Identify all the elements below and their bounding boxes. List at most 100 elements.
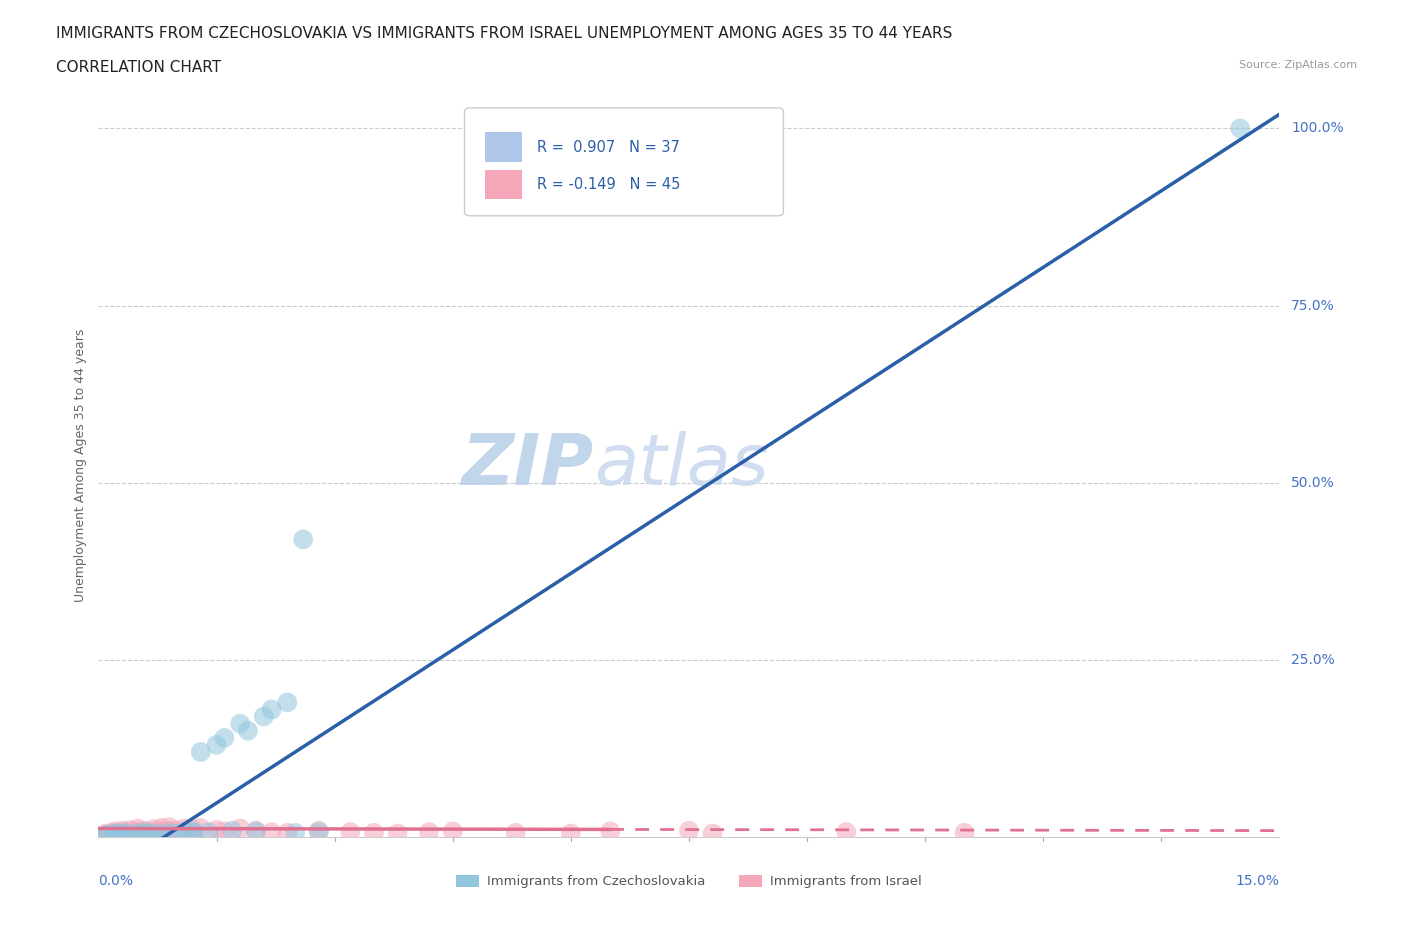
Point — [181, 825, 204, 840]
Point — [284, 825, 307, 840]
Legend: Immigrants from Czechoslovakia, Immigrants from Israel: Immigrants from Czechoslovakia, Immigran… — [450, 870, 928, 894]
Point — [103, 828, 125, 843]
Text: ZIP: ZIP — [463, 431, 595, 499]
Point — [142, 828, 165, 843]
Point — [135, 827, 157, 842]
Text: R = -0.149   N = 45: R = -0.149 N = 45 — [537, 177, 681, 192]
Point — [308, 823, 330, 838]
Point — [205, 822, 228, 837]
FancyBboxPatch shape — [464, 108, 783, 216]
Text: atlas: atlas — [595, 431, 769, 499]
Point — [292, 532, 315, 547]
Point — [127, 821, 149, 836]
Point — [339, 825, 361, 840]
Point — [363, 825, 385, 840]
Point — [260, 825, 283, 840]
FancyBboxPatch shape — [485, 169, 523, 199]
Point — [118, 827, 141, 842]
Point — [111, 825, 134, 840]
Text: Source: ZipAtlas.com: Source: ZipAtlas.com — [1239, 60, 1357, 71]
Point — [190, 820, 212, 835]
Point — [111, 827, 134, 842]
Text: 15.0%: 15.0% — [1236, 874, 1279, 888]
Point — [150, 827, 173, 842]
Point — [253, 709, 276, 724]
Text: CORRELATION CHART: CORRELATION CHART — [56, 60, 221, 75]
Point — [135, 825, 157, 840]
Point — [260, 702, 283, 717]
Point — [166, 826, 188, 841]
Y-axis label: Unemployment Among Ages 35 to 44 years: Unemployment Among Ages 35 to 44 years — [75, 328, 87, 602]
Point — [702, 826, 724, 841]
Point — [197, 825, 219, 840]
Point — [157, 825, 180, 840]
Point — [96, 828, 118, 843]
Point — [142, 825, 165, 840]
Point — [142, 822, 165, 837]
Point — [142, 826, 165, 841]
Point — [441, 824, 464, 839]
Point — [181, 822, 204, 837]
Point — [387, 826, 409, 841]
Point — [308, 825, 330, 840]
Point — [157, 819, 180, 834]
Point — [505, 825, 527, 840]
Point — [150, 824, 173, 839]
Text: 50.0%: 50.0% — [1291, 476, 1336, 490]
Point — [214, 824, 236, 839]
Point — [111, 823, 134, 838]
Point — [111, 825, 134, 840]
Text: R =  0.907   N = 37: R = 0.907 N = 37 — [537, 140, 679, 154]
Point — [229, 821, 252, 836]
Point — [118, 827, 141, 842]
Point — [96, 828, 118, 843]
Point — [135, 825, 157, 840]
Point — [560, 826, 582, 841]
Point — [150, 820, 173, 835]
Point — [835, 825, 858, 840]
Point — [103, 825, 125, 840]
Point — [127, 826, 149, 841]
Point — [103, 826, 125, 841]
Point — [181, 824, 204, 839]
Point — [599, 824, 621, 839]
Point — [174, 821, 197, 836]
Point — [127, 826, 149, 841]
Point — [118, 828, 141, 843]
Point — [96, 826, 118, 841]
Point — [127, 828, 149, 843]
Point — [214, 730, 236, 745]
Point — [127, 824, 149, 839]
Point — [229, 716, 252, 731]
Point — [135, 823, 157, 838]
Text: 25.0%: 25.0% — [1291, 653, 1336, 667]
Point — [157, 823, 180, 838]
Point — [245, 823, 267, 838]
Point — [111, 828, 134, 843]
Point — [276, 825, 298, 840]
Text: 100.0%: 100.0% — [1291, 122, 1344, 136]
Point — [118, 825, 141, 840]
Point — [190, 745, 212, 760]
Point — [96, 828, 118, 843]
Point — [245, 824, 267, 839]
Point — [103, 824, 125, 839]
Point — [276, 695, 298, 710]
Point — [236, 724, 259, 738]
Text: IMMIGRANTS FROM CZECHOSLOVAKIA VS IMMIGRANTS FROM ISRAEL UNEMPLOYMENT AMONG AGES: IMMIGRANTS FROM CZECHOSLOVAKIA VS IMMIGR… — [56, 26, 953, 41]
Point — [221, 823, 243, 838]
Text: 75.0%: 75.0% — [1291, 299, 1336, 312]
Point — [118, 822, 141, 837]
Point — [678, 823, 700, 838]
Point — [205, 737, 228, 752]
Text: 0.0%: 0.0% — [98, 874, 134, 888]
Point — [953, 825, 976, 840]
Point — [111, 827, 134, 842]
Point — [1229, 121, 1251, 136]
Point — [174, 825, 197, 840]
Point — [418, 825, 440, 840]
FancyBboxPatch shape — [485, 132, 523, 162]
Point — [166, 822, 188, 837]
Point — [103, 829, 125, 844]
Point — [103, 828, 125, 843]
